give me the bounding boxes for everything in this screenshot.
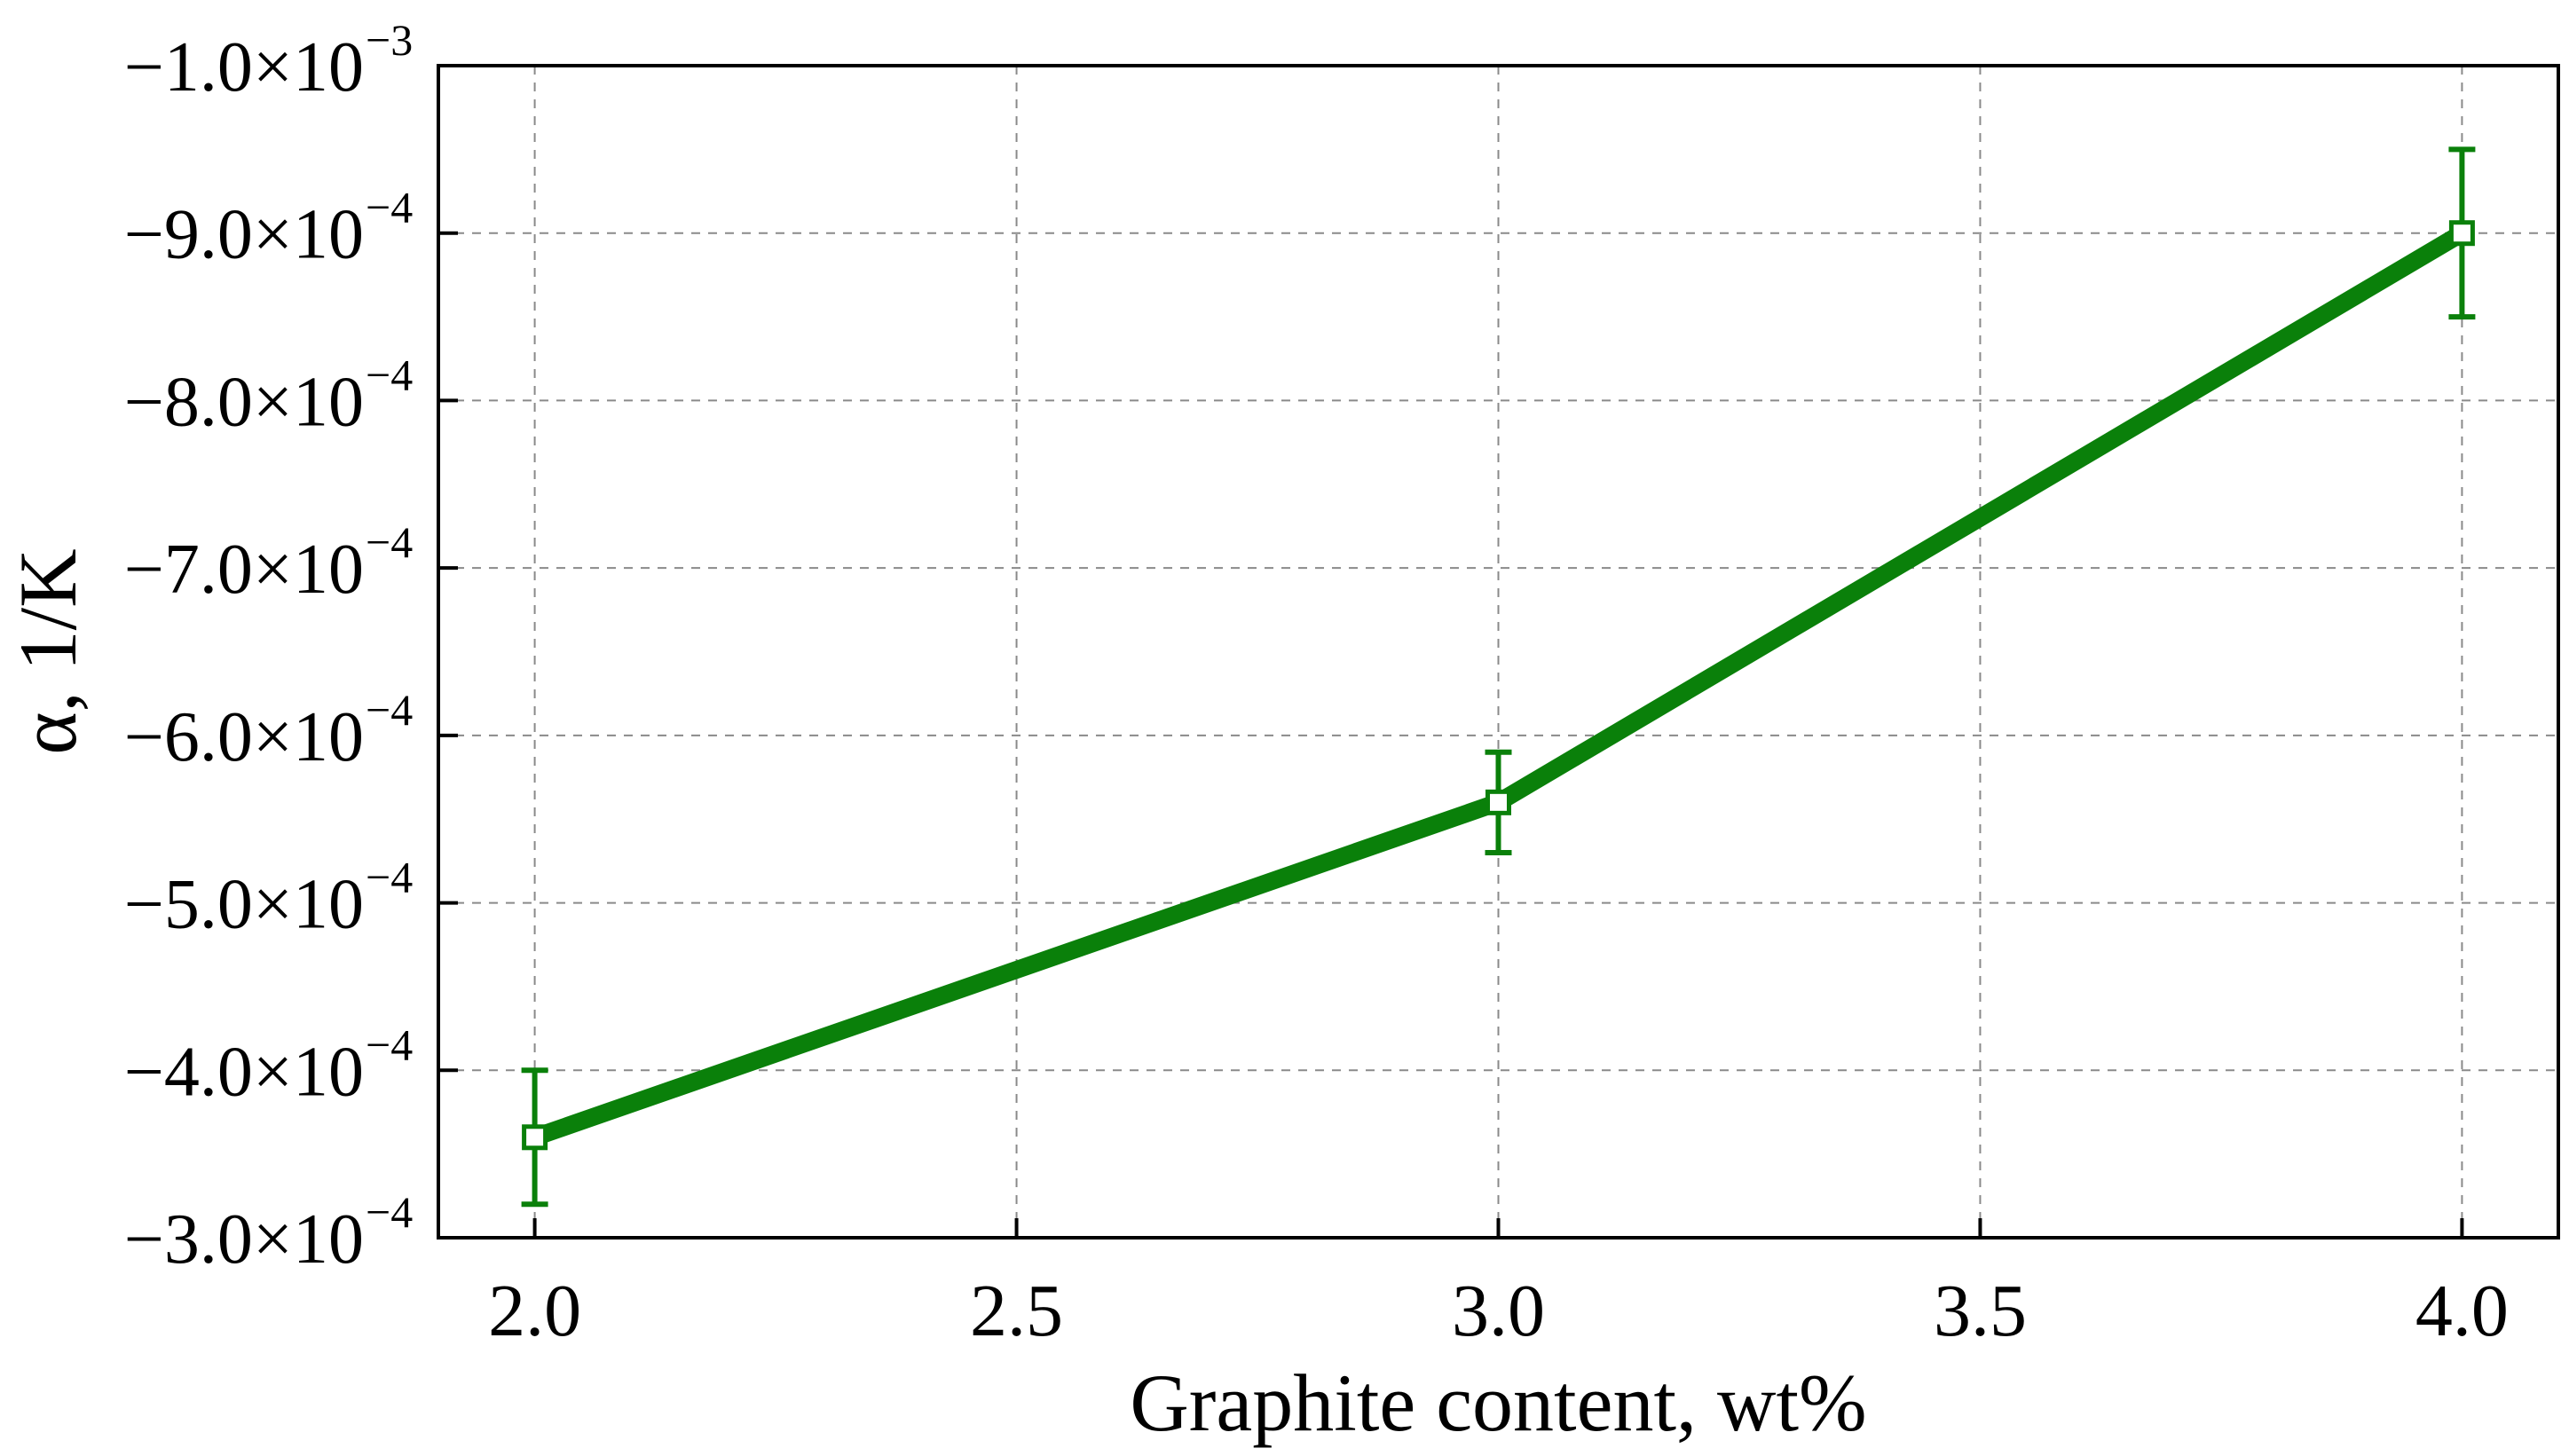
y-tick-mantissa: −7.0×10 <box>124 531 364 609</box>
x-tick-label: 2.5 <box>970 1270 1063 1352</box>
data-point-marker <box>522 1124 548 1151</box>
axis-ticks: 2.0 2.5 3.0 3.5 4.0−3.0×10 −4−4.0×10 −4−5.0×10… <box>124 15 2509 1352</box>
y-tick-label: −6.0×10 <box>124 698 364 776</box>
x-tick-label: 3.5 <box>1934 1270 2027 1352</box>
y-tick-mantissa: −8.0×10 <box>124 363 364 441</box>
y-tick-label: −1.0×10 <box>124 28 364 106</box>
y-tick-mantissa: −1.0×10 <box>124 28 364 106</box>
y-tick-label: −5.0×10 <box>124 866 364 944</box>
y-tick-label: −4.0×10 <box>124 1033 364 1111</box>
y-tick-exponent: −3 <box>366 15 413 65</box>
x-tick-label: 3.0 <box>1452 1270 1545 1352</box>
y-tick-exponent: −4 <box>366 350 413 399</box>
y-tick-mantissa: −5.0×10 <box>124 866 364 944</box>
y-tick-exponent: −4 <box>366 685 413 735</box>
y-tick-exponent: −4 <box>366 1187 413 1237</box>
y-tick-label: −3.0×10 <box>124 1200 364 1279</box>
y-axis-title: α, 1/K <box>3 548 93 754</box>
y-tick-mantissa: −6.0×10 <box>124 698 364 776</box>
y-tick-label: −9.0×10 <box>124 196 364 274</box>
y-tick-exponent: −4 <box>366 1019 413 1069</box>
y-tick-mantissa: −4.0×10 <box>124 1033 364 1111</box>
x-tick-label: 2.0 <box>488 1270 581 1352</box>
y-tick-mantissa: −9.0×10 <box>124 196 364 274</box>
y-tick-label: −8.0×10 <box>124 363 364 441</box>
y-tick-exponent: −4 <box>366 517 413 567</box>
y-tick-exponent: −4 <box>366 183 413 232</box>
data-point-marker <box>1485 789 1511 815</box>
y-tick-label: −7.0×10 <box>124 531 364 609</box>
x-tick-label: 4.0 <box>2415 1270 2509 1352</box>
data-series <box>521 146 2476 1208</box>
y-tick-exponent: −4 <box>366 853 413 902</box>
x-axis-title: Graphite content, wt% <box>1130 1358 1866 1448</box>
y-tick-mantissa: −3.0×10 <box>124 1200 364 1279</box>
data-point-marker <box>2448 220 2475 247</box>
